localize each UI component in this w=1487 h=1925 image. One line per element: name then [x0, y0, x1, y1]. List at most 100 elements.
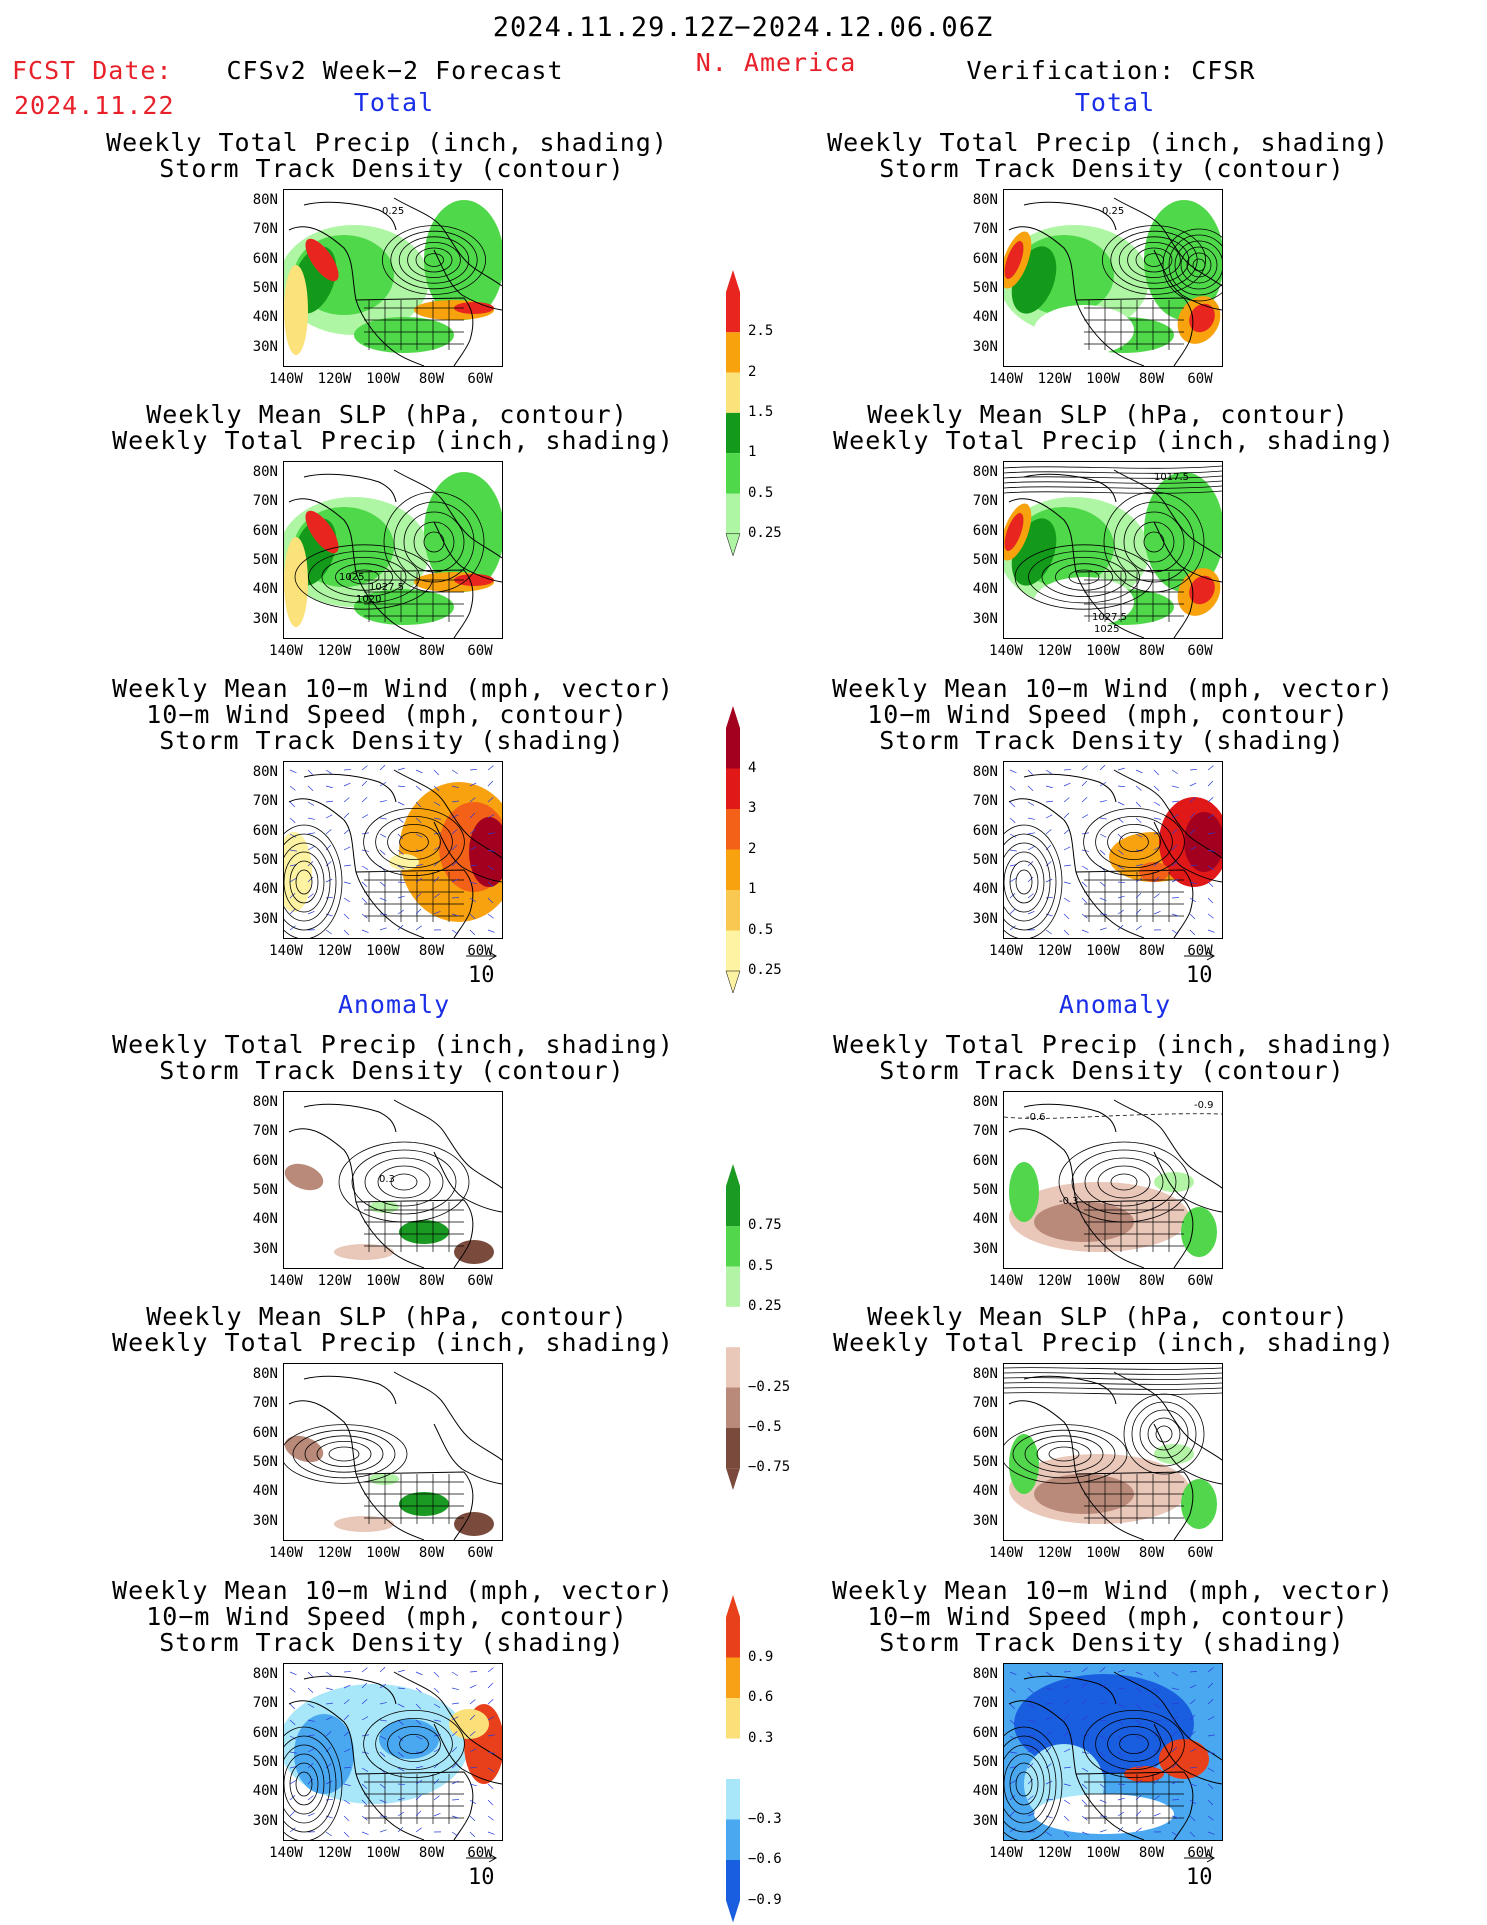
wind-vector [1045, 1731, 1052, 1737]
wind-vector [1189, 1766, 1197, 1769]
wind-vector [487, 929, 495, 933]
wind-vector [1027, 1748, 1035, 1753]
wind-vector [1189, 1684, 1197, 1689]
wind-vector [325, 861, 332, 867]
wind-vector [1189, 812, 1196, 819]
lon-label: 120W [1037, 1273, 1072, 1289]
storm-contour [1135, 247, 1173, 273]
wind-vector [325, 1815, 333, 1819]
wind-vector [451, 1702, 459, 1705]
wind-vector [1027, 1703, 1035, 1708]
lat-label: 80N [252, 464, 278, 480]
wind-vector [325, 1780, 333, 1785]
wind-vector [379, 1829, 387, 1833]
lon-label: 100W [366, 943, 400, 959]
wind-vector [1135, 833, 1143, 838]
anom-precip-dry [284, 1163, 324, 1191]
title-f5-line1: Weekly Mean SLP (hPa, contour) [146, 1302, 628, 1331]
slp-contour [1041, 557, 1127, 598]
lon-label: 120W [317, 1273, 352, 1289]
west-coast-line [1008, 226, 1145, 366]
wind-vector [469, 829, 476, 835]
hudson-coast-line [1113, 1099, 1222, 1189]
wind-vector [325, 878, 333, 883]
lat-label: 50N [252, 1181, 278, 1198]
wind-vector [469, 782, 477, 787]
title-v4-line2: Storm Track Density (contour) [879, 1056, 1345, 1085]
anomaly-label-right: Anomaly [1058, 990, 1172, 1019]
colorbar-segment [726, 1266, 740, 1307]
slp-contour [413, 521, 455, 563]
wind-vector [1189, 881, 1197, 885]
anom-slp-contour [1004, 1382, 1222, 1385]
wind-vector [289, 801, 296, 808]
wind-vector [1135, 1687, 1142, 1693]
west-coast-line [288, 1128, 425, 1268]
precip-dry-area [1034, 305, 1134, 355]
date-range: 2024.11.29.12Z−2024.12.06.06Z [492, 12, 994, 43]
wind-vector [1081, 1699, 1088, 1705]
title-v2-line1: Weekly Mean SLP (hPa, contour) [867, 400, 1349, 429]
lon-label: 60W [467, 1273, 493, 1289]
colorbar-segment [726, 372, 740, 413]
wind-vector [1027, 1795, 1034, 1801]
wind-vector [325, 1687, 333, 1691]
wind-speed-contour [387, 824, 441, 861]
wind-vector [451, 785, 459, 789]
storm-contour [382, 225, 486, 295]
wind-vector [1135, 1810, 1142, 1817]
west-coast-line [288, 498, 425, 638]
colorbar-segment [726, 1617, 740, 1658]
wind-vector [307, 1734, 315, 1737]
wind-vector [307, 910, 315, 915]
wind-vector [1171, 769, 1179, 775]
title-v6-line2: 10−m Wind Speed (mph, contour) [867, 1602, 1349, 1631]
wind-vector [469, 929, 476, 936]
lat-label: 50N [252, 279, 278, 296]
lon-label: 80W [1138, 1273, 1165, 1289]
wind-vector [1189, 1831, 1196, 1838]
anom-storm-contour [338, 1141, 470, 1223]
wind-vector [1117, 1811, 1124, 1817]
wind-vector [1009, 925, 1016, 931]
wind-vector [361, 913, 368, 919]
wind-vector [289, 833, 297, 838]
vector-ref-arrow [466, 1853, 498, 1863]
wind-vector [379, 897, 387, 902]
wind-vector [1027, 1734, 1035, 1737]
west-coast-line [1008, 498, 1145, 638]
hudson-coast-line [393, 197, 502, 287]
east-coast-line [433, 521, 502, 583]
wind-vector [1081, 1716, 1089, 1721]
wind-vector [343, 913, 350, 920]
wind-vector [1153, 1813, 1161, 1817]
us-border-line [1075, 1199, 1194, 1268]
wind-vector [1189, 1714, 1196, 1721]
anom-storm-contour [351, 1149, 457, 1215]
wind-vector [469, 913, 476, 920]
lon-label: 60W [467, 943, 493, 959]
wind-vector [379, 1666, 386, 1673]
wind-vector [1063, 1684, 1071, 1689]
wind-vector [289, 1780, 297, 1785]
wind-vector [1189, 1671, 1198, 1673]
lat-label: 30N [972, 610, 998, 627]
map-panel-v3 [1003, 761, 1223, 939]
wind-vector [361, 780, 368, 787]
wind-vector [1189, 769, 1198, 771]
wind-vector [487, 1667, 494, 1673]
colorbar-label: 4 [748, 759, 757, 776]
wind-vector [487, 1783, 494, 1790]
wind-vector [1153, 817, 1161, 820]
wind-vector [1009, 1703, 1016, 1710]
wind-vector [415, 877, 423, 883]
wind-vector [1027, 893, 1034, 899]
title-v5-line2: Weekly Total Precip (inch, shading) [833, 1328, 1395, 1357]
lat-label: 60N [252, 822, 278, 839]
coastline-outline [1008, 1099, 1222, 1268]
wind-vector [343, 1671, 352, 1673]
colorbar-top-triangle [726, 270, 740, 292]
wind-vector [1171, 1763, 1178, 1769]
storm-contour [1127, 242, 1181, 279]
wind-vector [307, 832, 315, 835]
